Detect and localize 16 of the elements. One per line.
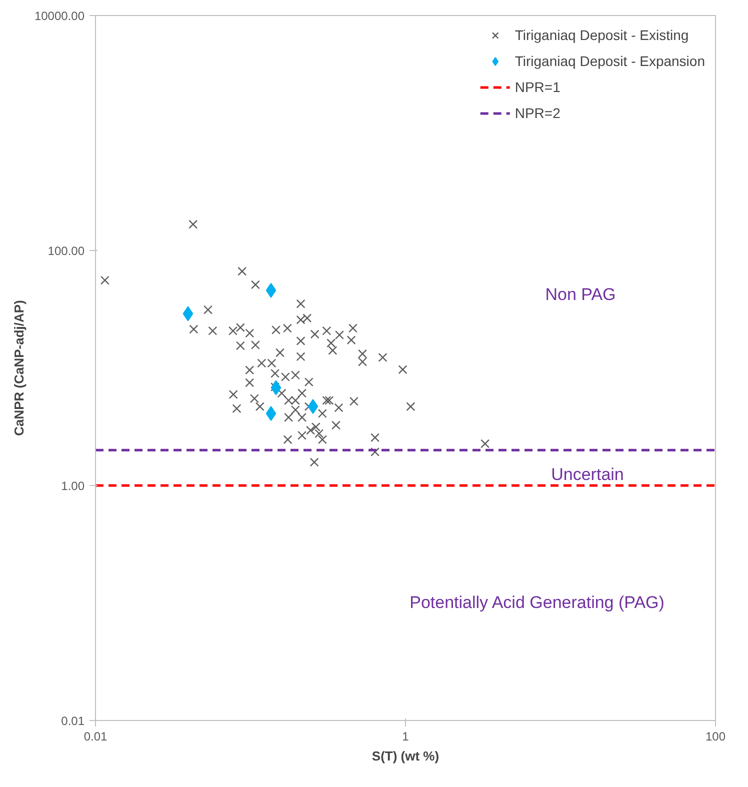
y-tick-label: 100.00	[48, 244, 85, 258]
legend-label: Tiriganiaq Deposit - Existing	[514, 27, 689, 43]
legend-label: NPR=1	[514, 79, 560, 95]
x-tick-label: 1	[402, 730, 410, 744]
x-axis-title: S(T) (wt %)	[372, 748, 440, 764]
annotation: Non PAG	[545, 285, 616, 304]
annotation: Uncertain	[551, 465, 624, 484]
x-tick-label: 0.01	[84, 730, 108, 744]
y-tick-label: 0.01	[61, 714, 85, 728]
y-tick-label: 10000.00	[34, 9, 85, 23]
legend-label: NPR=2	[514, 105, 560, 121]
legend-label: Tiriganiaq Deposit - Expansion	[514, 53, 705, 69]
x-tick-label: 100	[705, 730, 726, 744]
y-axis-title: CaNPR (CaNP-adj/AP)	[11, 300, 26, 436]
y-tick-label: 1.00	[61, 479, 85, 493]
annotation: Potentially Acid Generating (PAG)	[410, 593, 664, 612]
